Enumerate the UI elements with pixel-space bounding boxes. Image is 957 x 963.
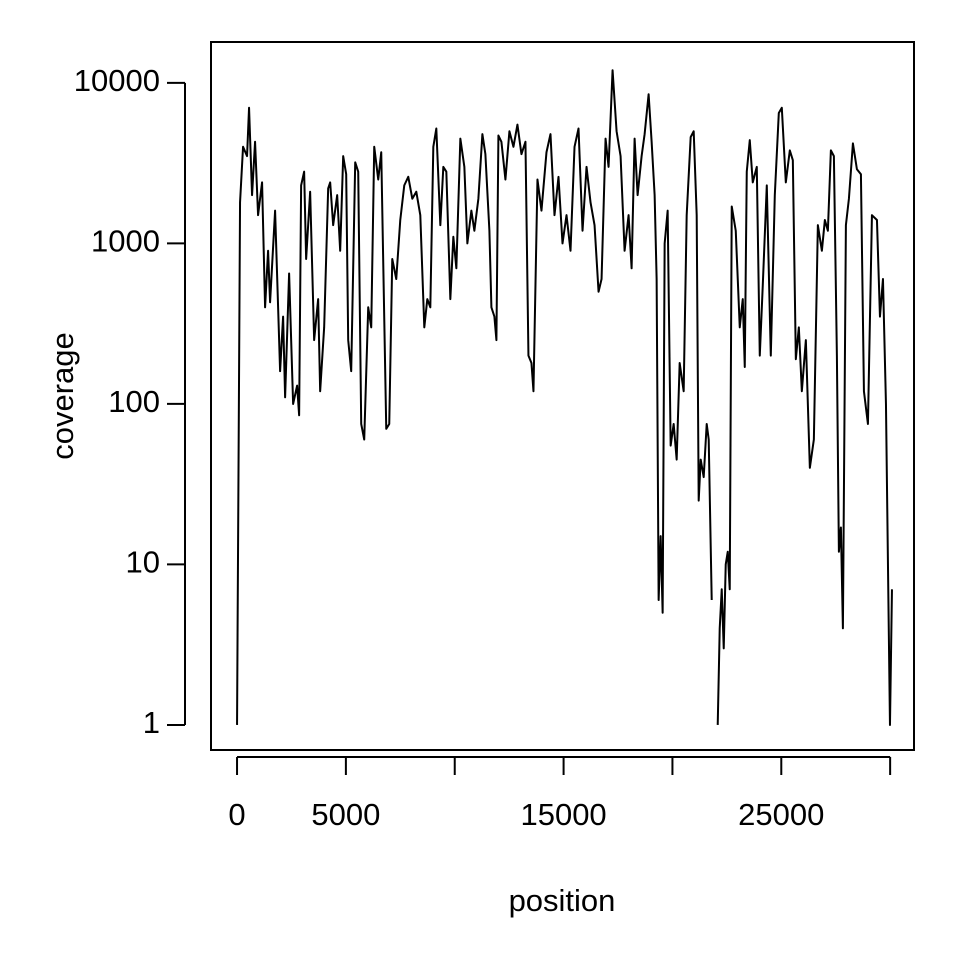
y-tick-label: 10 xyxy=(126,545,160,580)
x-tick-label: 5000 xyxy=(311,797,380,832)
x-axis-label: position xyxy=(509,883,616,918)
y-tick-label: 100 xyxy=(108,384,160,419)
y-tick-label: 1000 xyxy=(91,224,160,259)
y-tick-label: 1 xyxy=(143,705,160,740)
x-tick-label: 0 xyxy=(228,797,245,832)
x-tick-label: 25000 xyxy=(738,797,824,832)
y-axis-label: coverage xyxy=(45,332,80,460)
y-tick-label: 10000 xyxy=(74,63,160,98)
plot-box xyxy=(210,41,915,751)
x-tick-label: 15000 xyxy=(520,797,606,832)
data-line xyxy=(236,69,893,726)
